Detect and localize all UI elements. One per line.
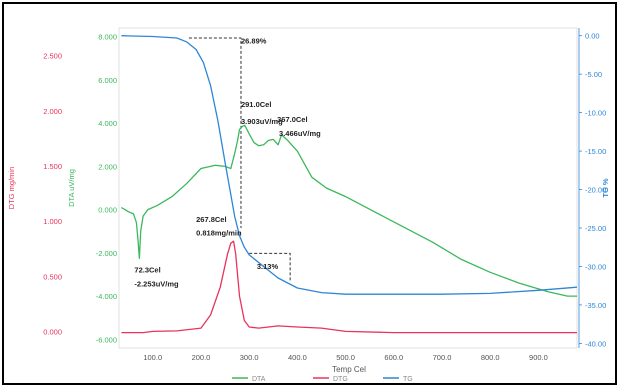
dtg-tick-label: 0.000 (43, 327, 62, 336)
x-tick-label: 400.0 (288, 353, 307, 362)
tg-tick-label: -5.00 (585, 70, 602, 79)
dta-tick-label: 2.000 (98, 162, 117, 171)
dtg-tick-label: 2.000 (43, 107, 62, 116)
tg-axis-label: TG % (601, 178, 610, 197)
annotation-label: 367.0Cel (277, 115, 307, 124)
dta-tick-label: 0.000 (98, 206, 117, 215)
x-tick-label: 700.0 (433, 353, 452, 362)
annotation-label: 72.3Cel (134, 265, 160, 274)
annotation-label: 267.8Cel (196, 215, 226, 224)
x-axis-label: Temp Cel (332, 365, 366, 374)
tg-series-line (121, 35, 578, 295)
dtg-tick-label: 1.000 (43, 217, 62, 226)
tg-tick-label: -40.00 (585, 339, 606, 348)
x-tick-label: 200.0 (192, 353, 211, 362)
legend-label: TG (403, 376, 413, 383)
dtg-tick-label: 1.500 (43, 162, 62, 171)
x-tick-label: 900.0 (529, 353, 548, 362)
annotation-label: 3.466uV/mg (279, 129, 321, 138)
step-marker-2 (249, 252, 291, 282)
dta-tick-label: -2.000 (96, 249, 117, 258)
annotation-label: 26.89% (241, 36, 267, 45)
dtg-tick-label: 0.500 (43, 272, 62, 281)
legend-label: DTG (333, 376, 348, 383)
annotation-label: -2.253uV/mg (134, 279, 179, 288)
tg-tick-label: -30.00 (585, 262, 606, 271)
tg-tick-label: -15.00 (585, 147, 606, 156)
annotation-label: 3.13% (257, 262, 279, 271)
step-marker-1 (188, 37, 242, 228)
tg-tick-label: 0.00 (585, 32, 600, 41)
dta-tick-label: 8.000 (98, 33, 117, 42)
dta-series-line (121, 124, 577, 297)
tg-tick-label: -35.00 (585, 301, 606, 310)
annotation-label: 291.0Cel (241, 100, 271, 109)
x-tick-label: 100.0 (143, 353, 162, 362)
dta-axis-label: DTA uV/mg (67, 169, 76, 207)
dta-tick-label: -6.000 (96, 335, 117, 344)
dtg-tick-label: 2.500 (43, 52, 62, 61)
annotation-label: 3.903uV/mg (241, 117, 283, 126)
tg-tick-label: -20.00 (585, 186, 606, 195)
x-tick-label: 500.0 (336, 353, 355, 362)
x-tick-label: 800.0 (481, 353, 500, 362)
dtg-axis-label: DTG mg/min (7, 167, 16, 210)
tg-tick-label: -10.00 (585, 109, 606, 118)
dta-tick-label: 4.000 (98, 119, 117, 128)
legend-label: DTA (252, 376, 266, 383)
x-tick-label: 300.0 (240, 353, 259, 362)
annotation-label: 0.818mg/min (196, 228, 242, 237)
x-tick-label: 600.0 (384, 353, 403, 362)
dta-tick-label: 6.000 (98, 76, 117, 85)
tg-tick-label: -25.00 (585, 224, 606, 233)
dta-tick-label: -4.000 (96, 292, 117, 301)
dtg-series-line (121, 240, 577, 334)
plot-area (118, 27, 578, 349)
